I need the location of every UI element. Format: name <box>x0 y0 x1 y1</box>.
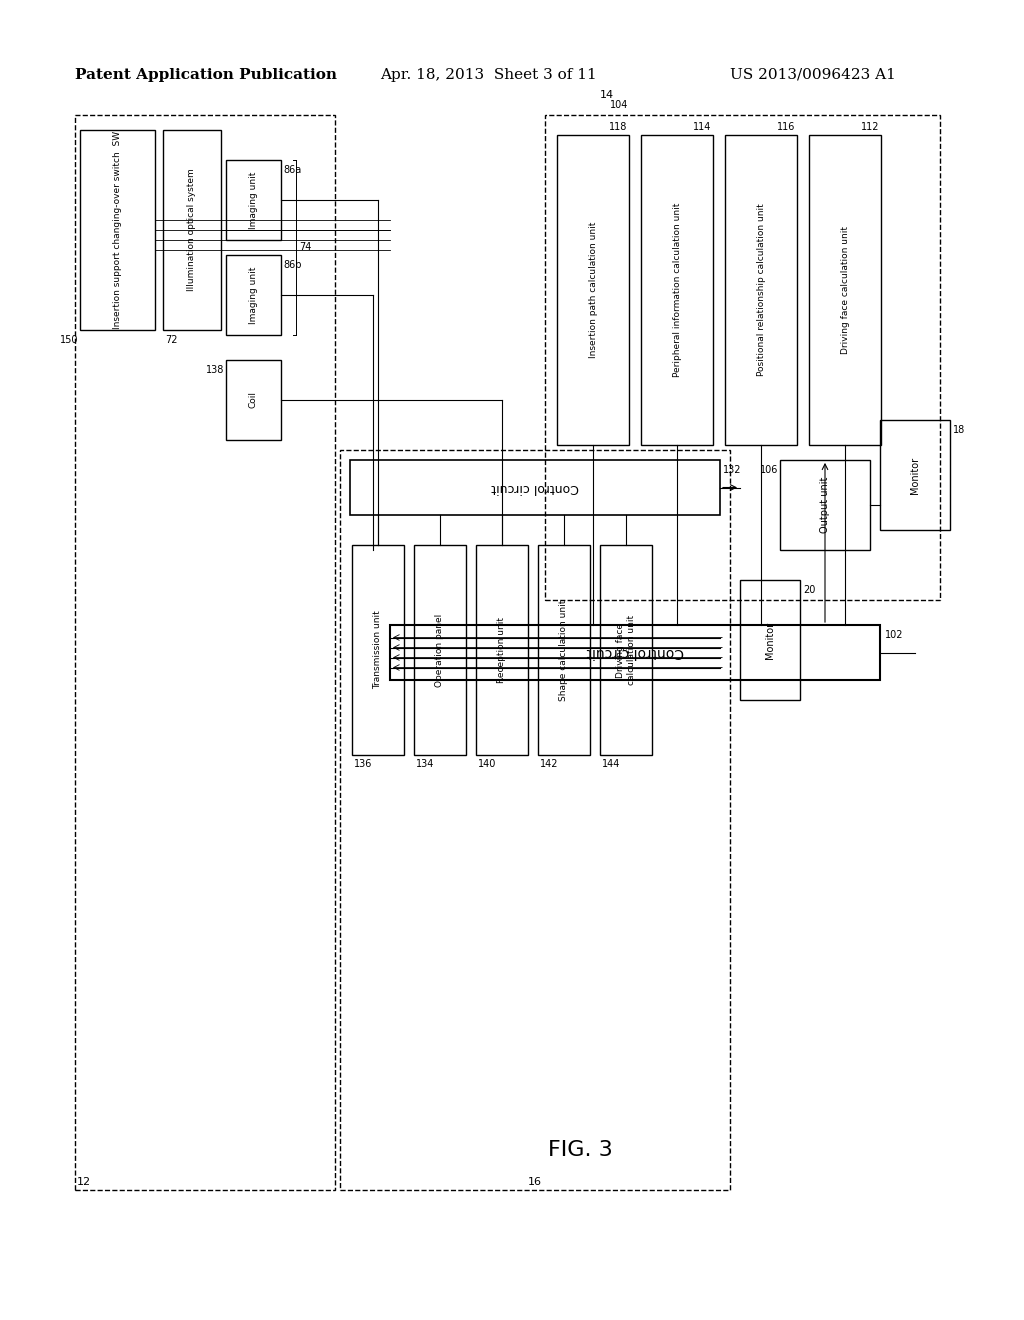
Text: US 2013/0096423 A1: US 2013/0096423 A1 <box>730 69 896 82</box>
Text: 102: 102 <box>885 630 903 640</box>
Bar <box>340 450 730 1191</box>
Text: 114: 114 <box>692 121 711 132</box>
Text: Imaging unit: Imaging unit <box>249 172 258 228</box>
Bar <box>226 360 281 440</box>
Bar <box>390 624 880 680</box>
Text: Control circuit: Control circuit <box>492 480 579 494</box>
Bar <box>350 459 720 515</box>
Bar <box>226 255 281 335</box>
Text: Apr. 18, 2013  Sheet 3 of 11: Apr. 18, 2013 Sheet 3 of 11 <box>380 69 597 82</box>
Text: 112: 112 <box>860 121 879 132</box>
Text: 14: 14 <box>600 90 614 100</box>
Text: Output unit: Output unit <box>820 477 830 533</box>
Text: Driving face
calculation unit: Driving face calculation unit <box>616 615 636 685</box>
Bar <box>226 160 281 240</box>
Text: 142: 142 <box>540 759 558 770</box>
Text: 136: 136 <box>354 759 373 770</box>
Text: Insertion path calculation unit: Insertion path calculation unit <box>589 222 597 358</box>
Text: 104: 104 <box>610 100 629 110</box>
Text: Patent Application Publication: Patent Application Publication <box>75 69 337 82</box>
Text: 140: 140 <box>478 759 497 770</box>
Text: Peripheral information calculation unit: Peripheral information calculation unit <box>673 203 682 378</box>
Bar <box>557 135 629 445</box>
Text: Monitor: Monitor <box>910 457 920 494</box>
Text: 150: 150 <box>59 335 78 345</box>
Bar <box>545 115 940 601</box>
Bar <box>476 545 528 755</box>
Text: Shape calculation unit: Shape calculation unit <box>559 599 568 701</box>
Bar <box>80 129 155 330</box>
Bar <box>725 135 797 445</box>
Text: Transmission unit: Transmission unit <box>374 611 383 689</box>
Text: 86a: 86a <box>283 165 301 176</box>
Bar <box>780 459 870 550</box>
Text: Positional relationship calculation unit: Positional relationship calculation unit <box>757 203 766 376</box>
Bar <box>414 545 466 755</box>
Text: 20: 20 <box>803 585 815 595</box>
Bar <box>740 579 800 700</box>
Text: 72: 72 <box>165 335 177 345</box>
Text: Insertion support changing-over switch  SW: Insertion support changing-over switch S… <box>113 131 122 329</box>
Bar <box>75 115 335 1191</box>
Text: 86b: 86b <box>283 260 301 271</box>
Text: FIG. 3: FIG. 3 <box>548 1140 612 1160</box>
Text: 116: 116 <box>776 121 795 132</box>
Bar <box>641 135 713 445</box>
Text: 118: 118 <box>608 121 627 132</box>
Text: Monitor: Monitor <box>765 622 775 659</box>
Text: 138: 138 <box>206 366 224 375</box>
Text: Control circuit: Control circuit <box>587 645 684 660</box>
Text: 12: 12 <box>77 1177 91 1187</box>
Text: 144: 144 <box>602 759 621 770</box>
Text: 18: 18 <box>953 425 966 436</box>
Bar <box>880 420 950 531</box>
Text: 106: 106 <box>760 465 778 475</box>
Bar <box>809 135 881 445</box>
Bar <box>600 545 652 755</box>
Bar <box>538 545 590 755</box>
Text: Coil: Coil <box>249 392 258 408</box>
Text: 74: 74 <box>299 243 311 252</box>
Text: Imaging unit: Imaging unit <box>249 267 258 323</box>
Text: 16: 16 <box>528 1177 542 1187</box>
Text: Driving face calculation unit: Driving face calculation unit <box>841 226 850 354</box>
Text: Reception unit: Reception unit <box>498 616 507 682</box>
Text: 132: 132 <box>723 465 741 475</box>
Text: Operation panel: Operation panel <box>435 614 444 686</box>
Bar <box>163 129 221 330</box>
Text: 134: 134 <box>416 759 434 770</box>
Bar <box>352 545 404 755</box>
Text: Illumination optical system: Illumination optical system <box>187 169 197 292</box>
